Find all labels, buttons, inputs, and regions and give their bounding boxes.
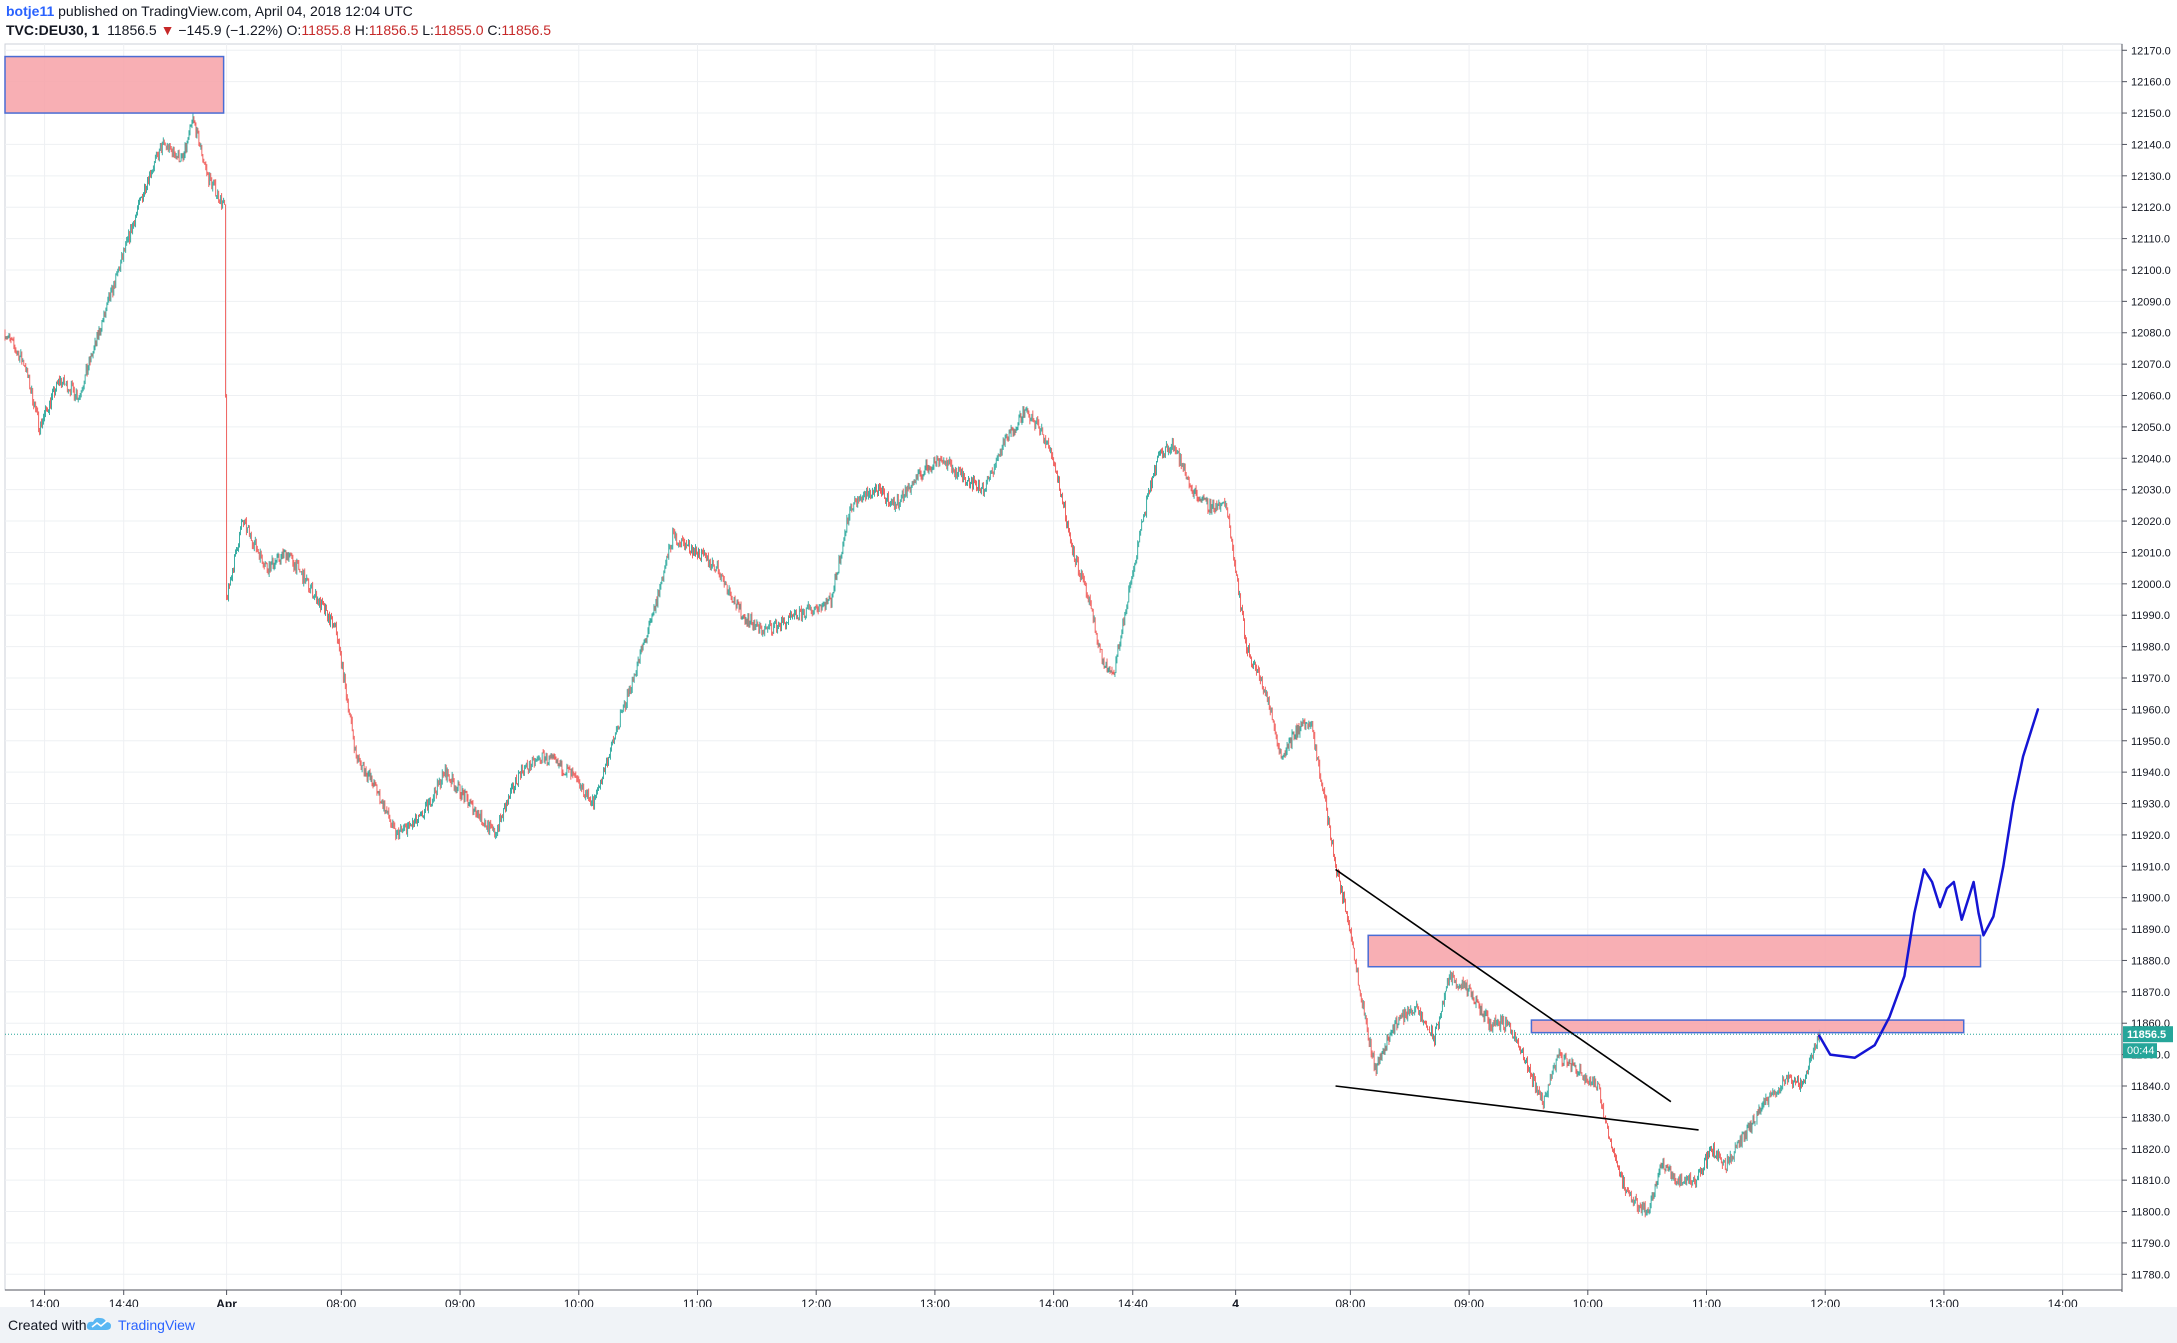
trendline (1335, 868, 1672, 1103)
price-tick-label: 12090.0 (2131, 296, 2171, 308)
zone-rectangle (1530, 1019, 1965, 1034)
close-value: 11856.5 (501, 22, 551, 38)
price-tick-label: 12030.0 (2131, 485, 2171, 497)
zone-rectangle (1367, 934, 1982, 968)
price-tick-label: 12120.0 (2131, 202, 2171, 214)
price-tick-label: 11870.0 (2131, 987, 2170, 999)
last-price-value: 11856.5 (107, 22, 157, 38)
time-tick-label: 09:00 (445, 1297, 475, 1307)
time-tick-label: 14:00 (1039, 1297, 1069, 1307)
time-tick-label: 4 (1232, 1297, 1239, 1307)
price-tick-label: 11890.0 (2131, 924, 2170, 936)
footer-bar: Created with TradingView (0, 1307, 2177, 1343)
symbol-ohlc-legend: TVC:DEU30, 1 11856.5 ▼ −145.9 (−1.22%) O… (6, 21, 551, 39)
time-tick-label: 13:00 (920, 1297, 950, 1307)
price-tick-label: 11820.0 (2131, 1144, 2170, 1156)
price-tick-label: 12110.0 (2131, 234, 2170, 246)
forecast-drawing (1818, 708, 2040, 1059)
time-tick-label: 11:00 (683, 1297, 712, 1307)
candles-group (4, 112, 1820, 1218)
time-tick-label: 10:00 (1573, 1297, 1603, 1307)
price-tick-label: 11950.0 (2131, 736, 2170, 748)
price-tick-label: 12000.0 (2131, 579, 2171, 591)
time-tick-label: 13:00 (1929, 1297, 1959, 1307)
tradingview-cloud-icon (86, 1317, 111, 1330)
countdown-badge (2123, 1043, 2157, 1059)
time-tick-label: 14:00 (30, 1297, 60, 1307)
time-tick-label: 08:00 (1335, 1297, 1365, 1307)
price-tick-label: 11900.0 (2131, 893, 2170, 905)
price-tick-label: 12010.0 (2131, 547, 2171, 559)
price-chart[interactable]: 12170.0 12160.0 12150.0 12140.0 12130.0 12120… (0, 0, 2177, 1307)
high-label: H: (354, 22, 369, 38)
price-tick-label: 11800.0 (2131, 1207, 2170, 1219)
price-tick-label: 11990.0 (2131, 610, 2170, 622)
price-tick-label: 11970.0 (2131, 673, 2170, 685)
price-tick-label: 12020.0 (2131, 516, 2171, 528)
published-text: published on TradingView.com, April 04, … (58, 3, 413, 19)
price-tick-label: 11910.0 (2131, 861, 2170, 873)
price-tick-label: 12140.0 (2131, 139, 2171, 151)
symbol-label: TVC:DEU30, 1 (6, 22, 100, 38)
price-tick-label: 11830.0 (2131, 1112, 2170, 1124)
price-tick-label: 12170.0 (2131, 45, 2171, 57)
close-label: C: (487, 22, 502, 38)
price-tick-label: 12070.0 (2131, 359, 2171, 371)
high-value: 11856.5 (368, 22, 419, 38)
time-tick-label: Apr (216, 1297, 237, 1307)
plot-area (4, 43, 2123, 1291)
price-tick-label: 11790.0 (2131, 1238, 2170, 1250)
price-tick-label: 11930.0 (2131, 799, 2170, 811)
price-tick-label: 11780.0 (2131, 1269, 2170, 1281)
time-tick-label: 08:00 (326, 1297, 356, 1307)
time-tick-label: 09:00 (1454, 1297, 1484, 1307)
zone-rectangle (4, 55, 225, 114)
low-value: 11855.0 (433, 22, 484, 38)
last-price-label: 11856.5 (2127, 1029, 2166, 1041)
price-tick-label: 11810.0 (2131, 1175, 2170, 1187)
price-tick-label: 12150.0 (2131, 108, 2171, 120)
price-tick-label: 11920.0 (2131, 830, 2170, 842)
price-tick-label: 11880.0 (2131, 955, 2170, 967)
open-value: 11855.8 (301, 22, 351, 38)
price-tick-label: 12060.0 (2131, 391, 2171, 403)
tradingview-brand-link[interactable]: TradingView (118, 1317, 196, 1333)
price-tick-label: 12080.0 (2131, 328, 2171, 340)
price-tick-label: 12160.0 (2131, 77, 2171, 89)
time-tick-label: 14:40 (1118, 1297, 1148, 1307)
chart-header: botje11 published on TradingView.com, Ap… (0, 0, 2177, 44)
down-arrow-icon: ▼ (160, 22, 175, 38)
price-tick-label: 11980.0 (2131, 642, 2170, 654)
time-tick-label: 11:00 (1692, 1297, 1721, 1307)
price-tick-label: 11840.0 (2131, 1081, 2170, 1093)
low-label: L: (422, 22, 434, 38)
created-with-label: Created with (8, 1317, 87, 1333)
change-value: −145.9 (−1.22%) (178, 22, 283, 38)
price-tick-label: 12130.0 (2131, 171, 2171, 183)
price-tick-label: 12100.0 (2131, 265, 2171, 277)
price-tick-label: 12040.0 (2131, 453, 2171, 465)
time-tick-label: 12:00 (1810, 1297, 1840, 1307)
open-label: O: (286, 22, 302, 38)
publish-info: botje11 published on TradingView.com, Ap… (6, 2, 413, 20)
time-tick-label: 14:40 (109, 1297, 139, 1307)
price-tick-label: 12050.0 (2131, 422, 2171, 434)
time-tick-label: 10:00 (564, 1297, 594, 1307)
last-price-badge (2123, 1026, 2173, 1043)
countdown-label: 00:44 (2127, 1045, 2155, 1057)
trendline (1335, 1085, 1699, 1131)
time-tick-label: 14:00 (2048, 1297, 2078, 1307)
price-tick-label: 11940.0 (2131, 767, 2170, 779)
time-tick-label: 12:00 (801, 1297, 831, 1307)
author-link[interactable]: botje11 (6, 3, 55, 19)
price-tick-label: 11960.0 (2131, 704, 2170, 716)
